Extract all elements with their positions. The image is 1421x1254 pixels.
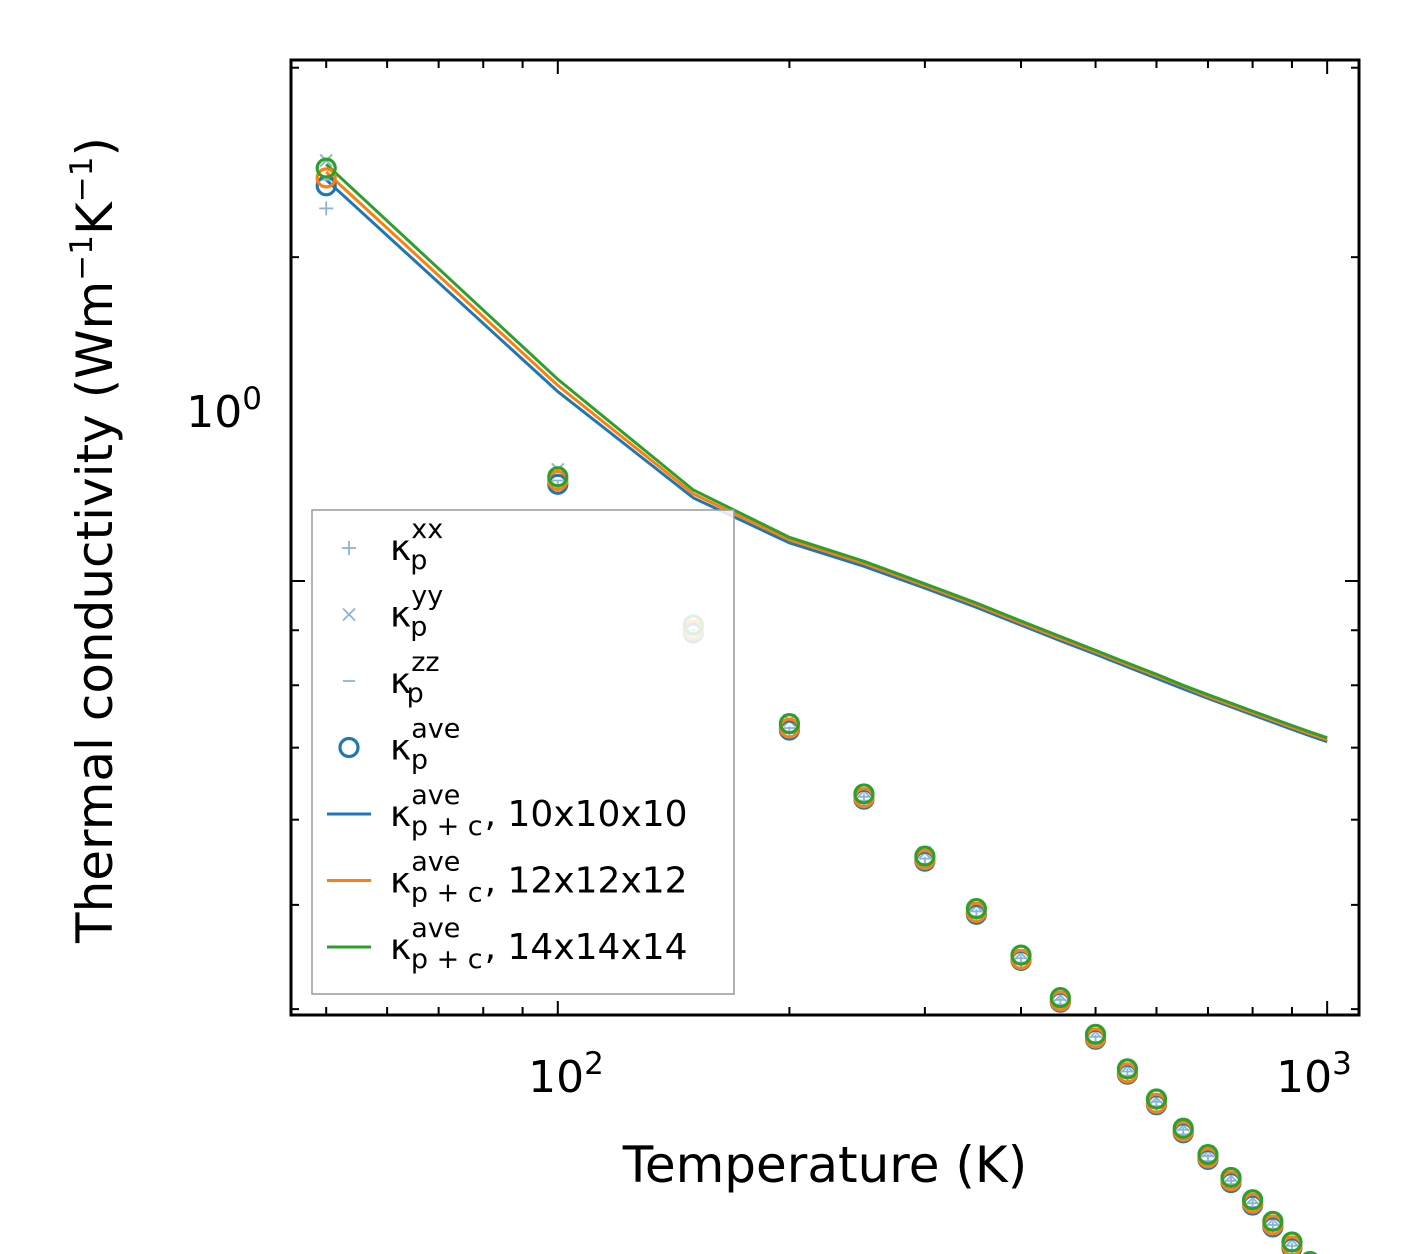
legend-handle-kp_xx bbox=[342, 541, 356, 555]
legend-label-kpc_ave_12: κave p + c, 12x12x12 bbox=[390, 847, 688, 909]
plot-frame bbox=[289, 58, 1361, 1017]
data-point-kp_ave_14 bbox=[1172, 1117, 1194, 1139]
x-tick-label-100: 102 bbox=[528, 1046, 604, 1103]
legend-label-kp_zz: κzz p bbox=[390, 647, 440, 709]
x-tick-label-1000: 103 bbox=[1276, 1046, 1352, 1103]
data-point-kp_ave_14 bbox=[1262, 1210, 1284, 1232]
data-point-kp_xx bbox=[319, 201, 334, 216]
legend-label-kpc_ave_14: κave p + c, 14x14x14 bbox=[390, 913, 688, 975]
data-point-kp_yy bbox=[1014, 946, 1028, 960]
data-point-kp_ave_14 bbox=[1116, 1058, 1139, 1080]
legend-handle-kp_yy bbox=[342, 607, 356, 622]
legend-label-kpc_ave_10: κave p + c, 10x10x10 bbox=[390, 780, 688, 842]
data-point-kp_ave_14 bbox=[1145, 1088, 1168, 1110]
data-point-kp_ave_14 bbox=[914, 845, 936, 867]
legend-label-kp_yy: κyy p bbox=[390, 581, 443, 643]
data-point-kp_ave_14 bbox=[315, 157, 337, 179]
legend-label-kp_xx: κxx p bbox=[390, 514, 443, 576]
data-point-kp_ave_14 bbox=[965, 898, 987, 920]
data-point-kp_ave_14 bbox=[1281, 1231, 1303, 1253]
series-line-kpc_ave_14 bbox=[325, 163, 1328, 740]
data-point-kp_ave_14 bbox=[547, 466, 569, 488]
data-point-kp_ave_14 bbox=[1010, 944, 1032, 966]
data-point-kp_ave_14 bbox=[1220, 1166, 1242, 1189]
data-point-kp_ave_12 bbox=[315, 167, 337, 189]
y-axis-label: Thermal conductivity (Wm−1K−1) bbox=[64, 137, 124, 944]
series-line-kpc_ave_10 bbox=[325, 178, 1328, 744]
legend-box bbox=[311, 509, 735, 995]
plot-area bbox=[315, 153, 1328, 1254]
data-point-kp_ave_14 bbox=[1084, 1023, 1107, 1045]
data-point-kp_ave_14 bbox=[1241, 1189, 1264, 1211]
legend-label-kp_ave_10: κave p bbox=[390, 714, 460, 776]
data-point-kp_ave_14 bbox=[853, 783, 875, 805]
data-point-kp_ave_14 bbox=[778, 712, 801, 735]
x-axis-label: Temperature (K) bbox=[622, 1136, 1027, 1194]
data-point-kp_ave_14 bbox=[1049, 986, 1071, 1009]
legend-handle-kp_ave_10 bbox=[338, 736, 360, 759]
series-line-kpc_ave_12 bbox=[325, 170, 1328, 742]
data-point-kp_ave_14 bbox=[1302, 1251, 1318, 1254]
data-point-kp_ave_14 bbox=[1197, 1143, 1219, 1166]
y-tick-label-1: 100 bbox=[186, 381, 262, 438]
